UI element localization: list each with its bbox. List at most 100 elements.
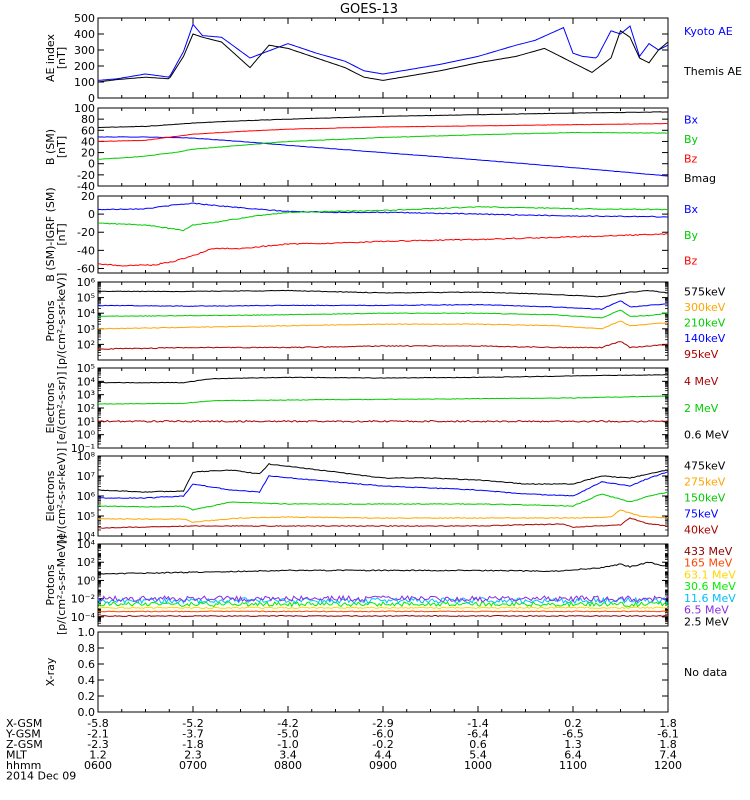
- footer-value: -6.0: [372, 728, 393, 741]
- y-axis-label: [nT]: [55, 136, 68, 158]
- legend-entry: 30.6 MeV: [684, 580, 736, 593]
- series-line-Bz: [98, 123, 669, 142]
- footer-value: 5.4: [469, 749, 487, 762]
- legend-entry: 95keV: [684, 348, 719, 361]
- y-tick-label: 400: [74, 28, 95, 41]
- y-tick-label: 10⁵: [77, 292, 95, 305]
- panel-frame: [97, 195, 669, 274]
- series-line-150keV: [98, 491, 669, 511]
- footer-value: 1.8: [659, 717, 677, 730]
- footer-value: 1.8: [659, 738, 677, 751]
- y-tick-label: 500: [74, 12, 95, 25]
- y-tick-label: -20: [77, 226, 95, 239]
- footer-value: 0900: [369, 759, 397, 772]
- legend-entry: 4 MeV: [684, 375, 719, 388]
- footer-value: -4.2: [277, 717, 298, 730]
- footer-value: 6.4: [564, 749, 582, 762]
- legend-entry: 210keV: [684, 317, 726, 330]
- panel-ae: 0 100 200 300 400 500 AE index[nT] Kyoto AE Them…: [44, 12, 742, 105]
- y-axis-label: [e/(cm²-s-sr-keV)]: [55, 448, 68, 544]
- y-tick-label: 60: [81, 124, 95, 137]
- footer-value: 3.4: [279, 749, 297, 762]
- y-tick-label: -40: [77, 244, 95, 257]
- footer-value: -5.0: [277, 728, 298, 741]
- series-line-Bmag: [97, 111, 668, 129]
- legend-entry: 40keV: [684, 524, 719, 537]
- series-line-575keV: [97, 289, 669, 298]
- footer-value: -5.2: [182, 717, 203, 730]
- y-tick-label: 1.0: [78, 626, 96, 639]
- series-line-165-MeV: [97, 610, 668, 613]
- legend-entry: 75keV: [684, 508, 719, 521]
- y-tick-label: 200: [74, 60, 95, 73]
- footer-value: 0.2: [564, 717, 582, 730]
- footer-value: 4.4: [374, 749, 392, 762]
- y-axis-label: B (SM): [44, 129, 57, 165]
- plot-title: GOES-13: [340, 2, 398, 17]
- y-tick-label: 10³: [77, 323, 95, 336]
- y-tick-label: 0.2: [78, 690, 96, 703]
- footer-value: 7.4: [659, 749, 677, 762]
- footer-row-label: hhmm: [6, 759, 41, 772]
- footer-row-label: X-GSM: [6, 717, 42, 730]
- y-tick-label: 10²: [77, 556, 95, 569]
- y-tick-label: 10⁴: [77, 307, 96, 320]
- panel-frame: [97, 107, 669, 187]
- series-line-40keV: [98, 517, 669, 529]
- legend-entry: 2.5 MeV: [684, 615, 729, 628]
- footer-value: -1.4: [467, 717, 488, 730]
- legend-entry: Kyoto AE: [684, 25, 733, 38]
- footer-value: -5.8: [87, 717, 108, 730]
- series-line-2_5-MeV: [97, 561, 669, 576]
- legend-entry: 300keV: [684, 301, 726, 314]
- legend-entry: Bz: [684, 255, 698, 268]
- footer-value: -2.9: [372, 717, 393, 730]
- y-tick-label: 100: [74, 102, 95, 115]
- y-tick-label: 10⁷: [77, 470, 95, 483]
- legend-entry: By: [684, 229, 699, 242]
- legend-entry: 140keV: [684, 332, 726, 345]
- footer-value: -6.5: [562, 728, 583, 741]
- y-axis-label: Electrons: [44, 470, 57, 521]
- footer-value: -2.1: [87, 728, 108, 741]
- y-tick-label: 10⁻²: [71, 593, 95, 606]
- orbit-footer: X-GSM -5.8 -5.2 -4.2 -2.9 -1.4 0.2 1.8 Y-GSM -2.1…: [5, 717, 682, 783]
- legend-entry: 433 MeV: [684, 545, 733, 558]
- y-tick-label: -40: [77, 180, 95, 193]
- panel-protons1: 10² 10³ 10⁴ 10⁵ 10⁶ Protons[p/(cm²-s-sr-keV)]…: [44, 273, 726, 370]
- footer-row-label: MLT: [6, 749, 27, 762]
- footer-value: -6.1: [657, 728, 678, 741]
- y-tick-label: 10²: [77, 402, 95, 415]
- footer-value: -2.3: [87, 738, 108, 751]
- series-line-75keV: [98, 471, 669, 499]
- series-line-4-MeV: [97, 419, 669, 423]
- y-axis-label: X-ray: [44, 657, 57, 686]
- series-line-63_1-MeV: [97, 606, 669, 610]
- y-axis-label: Protons: [44, 564, 57, 605]
- y-tick-label: 0.6: [78, 658, 96, 671]
- series-line-Bx: [97, 136, 669, 177]
- y-tick-label: 0: [88, 92, 95, 105]
- y-tick-label: 10²: [77, 338, 95, 351]
- footer-value: 1200: [654, 759, 682, 772]
- y-axis-label: [p/(cm²-s-sr-MeV)]: [55, 535, 68, 635]
- y-axis-label: Protons: [44, 300, 57, 341]
- y-tick-label: 10³: [77, 389, 95, 402]
- y-tick-label: 10⁰: [77, 574, 96, 587]
- y-tick-label: 80: [81, 113, 95, 126]
- legend-entry: Bz: [684, 153, 698, 166]
- y-tick-label: 10⁶: [77, 276, 96, 289]
- y-axis-label: [e/(cm²-s-sr)]: [55, 372, 68, 445]
- y-tick-label: 10⁶: [77, 490, 96, 503]
- y-tick-label: 0.4: [78, 674, 96, 687]
- y-axis-label: B (SM)-IGRF (SM): [44, 187, 57, 281]
- footer-value: 1000: [464, 759, 492, 772]
- footer-value: 1.2: [89, 749, 107, 762]
- footer-value: -6.4: [467, 728, 488, 741]
- legend-entry: 6.5 MeV: [684, 604, 729, 617]
- legend-entry: 11.6 MeV: [684, 592, 736, 605]
- panel-frame: [97, 631, 669, 713]
- series-line-Themis-AE: [97, 30, 669, 83]
